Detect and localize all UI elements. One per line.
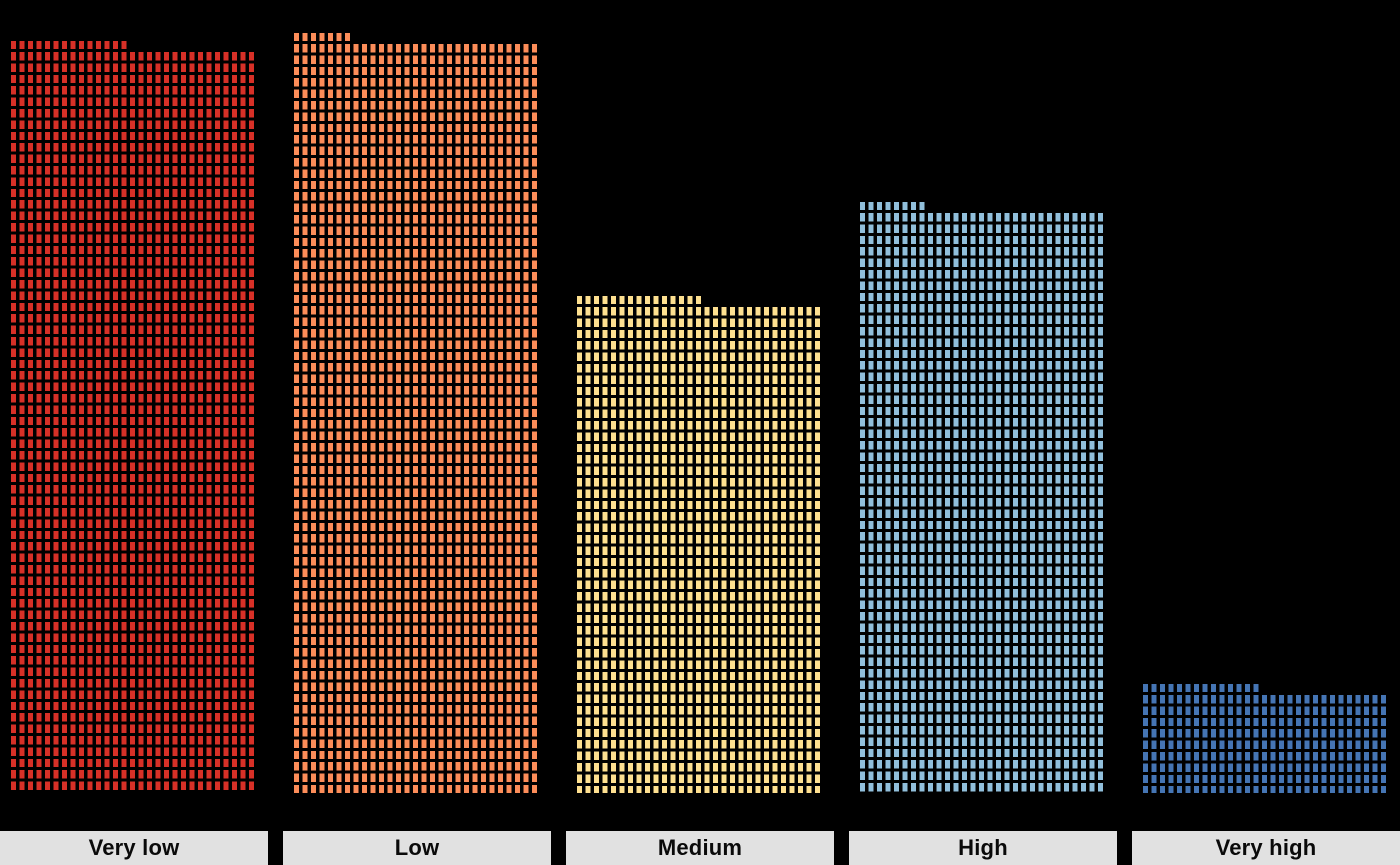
bar-top-partial-row [294, 32, 350, 41]
category-label-strip-low: Low [283, 831, 551, 865]
bar-body [1143, 695, 1386, 793]
bar-body [577, 307, 820, 793]
bar-body [11, 52, 254, 793]
bar-top-partial-row [1143, 683, 1259, 692]
bar-top-partial-row [11, 40, 127, 49]
category-label-strip-high: High [849, 831, 1117, 865]
bar-body [860, 213, 1103, 793]
category-label-strip-very-low: Very low [0, 831, 268, 865]
category-label: Very low [88, 835, 180, 860]
category-label-strip-very-high: Very high [1132, 831, 1400, 865]
category-label: High [958, 835, 1008, 860]
category-label: Very high [1215, 835, 1317, 860]
bar-top-partial-row [577, 295, 701, 304]
bar-top-partial-row [860, 201, 925, 210]
category-label: Medium [657, 835, 743, 860]
category-label-strip-medium: Medium [566, 831, 834, 865]
bar-body [294, 44, 537, 793]
category-label: Low [394, 835, 440, 860]
